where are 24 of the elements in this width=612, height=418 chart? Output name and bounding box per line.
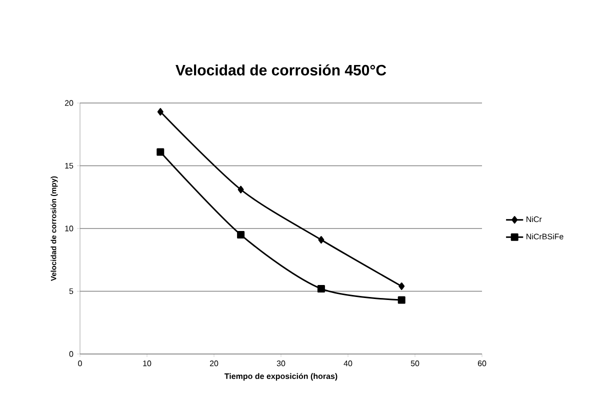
point bbox=[398, 296, 406, 304]
x-tick-label: 40 bbox=[344, 360, 352, 366]
y-tick-label: 10 bbox=[65, 226, 74, 232]
x-axis-title: Tiempo de exposición (horas) bbox=[224, 373, 338, 381]
x-tick-label: 60 bbox=[478, 360, 486, 366]
y-tick-label: 15 bbox=[65, 162, 74, 169]
point bbox=[238, 186, 244, 194]
point bbox=[157, 108, 164, 116]
x-tick-label: 30 bbox=[276, 360, 286, 366]
x-tick-label: 0 bbox=[78, 360, 82, 366]
y-tick-label: 20 bbox=[64, 100, 74, 106]
legend-label: NiCrBSiFe bbox=[526, 233, 564, 240]
point bbox=[398, 282, 405, 290]
x-tick-label: 10 bbox=[143, 360, 152, 366]
y-tick-label: 5 bbox=[69, 288, 74, 294]
point bbox=[317, 284, 325, 292]
y-tick-label: 0 bbox=[69, 351, 74, 357]
point bbox=[318, 236, 324, 244]
legend-label: NiCr bbox=[526, 216, 542, 222]
x-tick-label: 20 bbox=[210, 360, 218, 366]
x-tick-label: 50 bbox=[410, 360, 420, 366]
chart-title: Velocidad de corrosión 450°C bbox=[176, 64, 386, 76]
point bbox=[237, 231, 245, 239]
point bbox=[156, 148, 164, 156]
